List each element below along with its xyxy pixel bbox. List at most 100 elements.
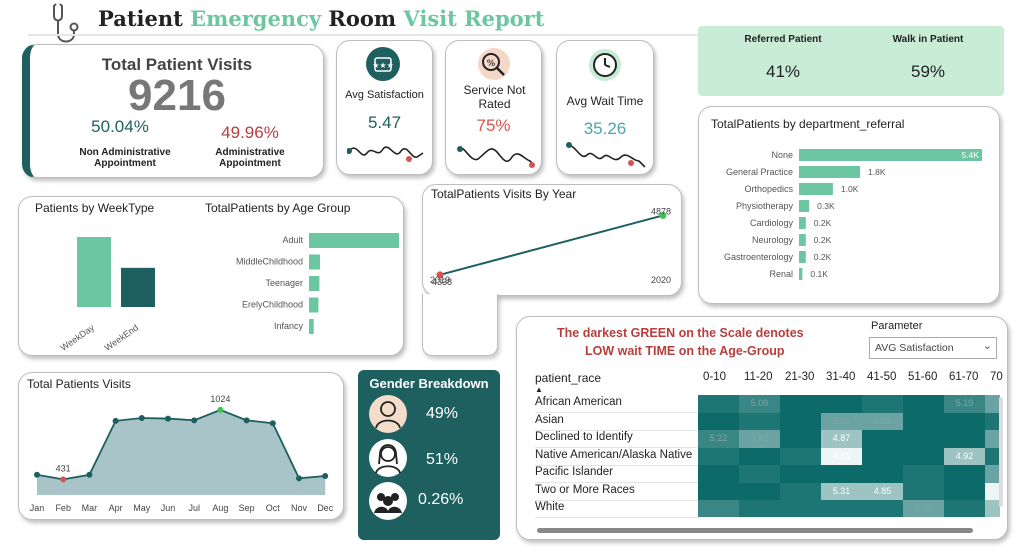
heatmap-cell[interactable] [698,395,739,413]
monthly-tick: Nov [291,503,308,513]
monthly-min-label: 431 [56,463,71,473]
heatmap-cell[interactable] [862,395,903,413]
heatmap-cell[interactable] [780,500,821,517]
heatmap-cell[interactable]: 4.87 [821,430,862,448]
heatmap-cell[interactable]: 5.31 [821,412,862,430]
heatmap-cell[interactable]: 4 [985,482,1000,500]
walkin-value: 59% [910,62,946,81]
kpi-card-not-rated: % Service Not Rated 75% [445,40,542,175]
monthly-point [34,471,40,478]
heatmap-cell[interactable] [903,395,944,413]
heatmap-cell[interactable]: 4.61 [821,447,862,465]
heatmap-cell[interactable] [862,465,903,483]
heatmap-cell[interactable]: 5.41 [739,430,780,448]
age-tick: Adult [282,235,303,245]
male-icon [368,394,408,439]
heatmap-cell[interactable] [739,482,780,500]
monthly-tick: Apr [109,503,123,513]
age-chart: Adult MiddleChildhood Teenager ErelyChildho… [236,233,399,334]
heatmap-cell[interactable] [944,482,985,500]
sort-icon[interactable]: ▲ [535,385,543,394]
monthly-point [165,415,171,422]
heatmap-cell[interactable] [698,500,739,517]
heatmap-cell[interactable] [985,430,1000,448]
heatmap-note-1: The darkest GREEN on the Scale denotes [557,326,804,340]
heatmap-cell[interactable]: 4.83 [862,412,903,430]
monthly-tick: Feb [55,503,71,513]
gender-title: Gender Breakdown [369,376,489,391]
heatmap-cell[interactable] [739,447,780,465]
parameter-dropdown[interactable]: AVG Satisfaction ⌄ [869,337,997,359]
heatmap-cell[interactable]: 4.85 [862,482,903,500]
heatmap-cell[interactable] [821,465,862,483]
non-admin-pct: 50.04% [91,117,149,136]
heatmap-cell[interactable] [698,412,739,430]
heatmap-cell[interactable] [821,500,862,517]
kpi-value: 75% [476,116,511,135]
dept-tick: Renal [769,269,793,279]
dept-value: 1.8K [868,167,886,177]
heatmap-cell[interactable] [985,447,1000,465]
heatmap-col-header: 11-20 [744,371,773,383]
monthly-point [296,475,302,482]
heatmap-cell[interactable] [985,395,1000,413]
heatmap-cell[interactable] [944,465,985,483]
heatmap-cell[interactable] [780,412,821,430]
gender-value: 49% [426,405,459,422]
heatmap-cell[interactable] [698,447,739,465]
heatmap-cell[interactable] [903,465,944,483]
heatmap-cell[interactable]: 5.09 [739,395,780,413]
heatmap-cell[interactable] [698,465,739,483]
age-bar [309,254,320,270]
heatmap-cell[interactable] [985,465,1000,483]
dept-value: 0.3K [817,201,835,211]
heatmap-cell[interactable] [985,412,1000,430]
heatmap-cell[interactable] [698,482,739,500]
heatmap-cell[interactable] [944,412,985,430]
heatmap-cell[interactable] [985,500,1000,517]
heatmap-cell[interactable] [862,500,903,517]
age-title: TotalPatients by Age Group [205,201,351,215]
heatmap-col-header: 31-40 [826,371,856,383]
dept-value: 5.4K [962,150,980,160]
heatmap-cell[interactable] [739,412,780,430]
dept-value: 0.2K [814,218,832,228]
vertical-scrollbar[interactable] [999,397,1003,507]
horizontal-scrollbar[interactable] [537,528,973,533]
heatmap-cell[interactable] [944,430,985,448]
heatmap-cell[interactable]: 5.19 [944,395,985,413]
heatmap-cell[interactable] [739,465,780,483]
monthly-tick: Oct [266,503,281,513]
heatmap-col-header: 70 [990,371,1003,383]
heatmap-cell[interactable] [903,412,944,430]
heatmap-cell[interactable] [739,500,780,517]
monthly-tick: Aug [212,503,228,513]
heatmap-cell[interactable]: 5.31 [821,482,862,500]
heatmap-cell[interactable] [903,482,944,500]
heatmap-cell[interactable] [780,447,821,465]
year-point [436,271,444,279]
heatmap-cell[interactable]: 4.92 [944,447,985,465]
dept-bar [799,268,803,280]
monthly-point [60,476,67,483]
heatmap-cell[interactable] [780,482,821,500]
monthly-title: Total Patients Visits [27,377,131,391]
year-chart: 4338 4878 2019 2020 [430,206,671,286]
heatmap-cell[interactable] [862,430,903,448]
heatmap-cell[interactable] [862,447,903,465]
weektype-tick: WeekDay [59,322,97,350]
heatmap-cell[interactable] [780,395,821,413]
clock-icon [587,47,623,88]
heatmap-cell[interactable] [780,465,821,483]
heatmap-cell[interactable] [780,430,821,448]
heatmap-cell[interactable] [903,447,944,465]
heatmap-cell[interactable] [903,430,944,448]
heatmap-cell[interactable] [944,500,985,517]
heatmap-cell[interactable]: 5.10 [903,500,944,517]
heatmap-cell[interactable] [821,395,862,413]
heatmap-cell[interactable]: 5.22 [698,430,739,448]
page-title: Patient Emergency Room Visit Report [98,6,545,31]
dept-value: 0.1K [810,269,828,279]
group-icon [368,481,408,526]
monthly-max-label: 1024 [210,394,230,404]
